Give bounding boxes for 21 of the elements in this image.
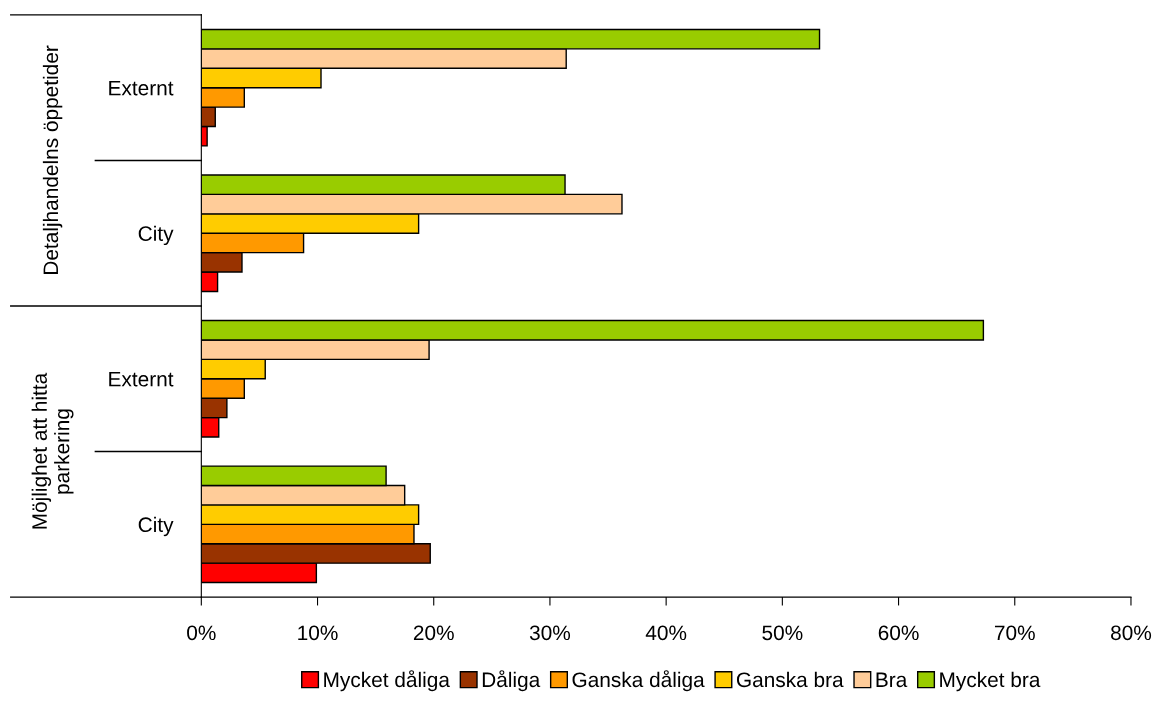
x-tick-label: 40%	[645, 625, 687, 641]
legend-label: Mycket dåliga	[324, 670, 450, 692]
y-tick-label: City	[138, 516, 174, 537]
legend-label: Dåliga	[482, 670, 541, 692]
x-tick-label: 20%	[413, 625, 454, 641]
x-tick-label: 50%	[762, 625, 803, 641]
text: Möjlighet att hitta parkering	[31, 372, 74, 529]
legend-label: Ganska dåliga	[572, 670, 705, 692]
x-tick-label: 60%	[878, 625, 919, 641]
y-tick-label: Externt	[109, 80, 174, 96]
x-tick-label: 80%	[1111, 625, 1152, 641]
y-tick-label: Externt	[109, 372, 174, 387]
x-tick-label: 70%	[994, 625, 1035, 641]
y-tick-label: City	[138, 225, 174, 246]
legend-label: Bra	[876, 672, 908, 688]
x-tick-label: 30%	[529, 625, 571, 641]
legend-label: Ganska bra	[736, 671, 844, 688]
x-tick-label: 10%	[298, 625, 338, 641]
text: Detaljhandelns öppetider	[42, 45, 63, 274]
legend-label: Mycket bra	[940, 671, 1041, 692]
x-tick-label: 0%	[187, 625, 216, 641]
